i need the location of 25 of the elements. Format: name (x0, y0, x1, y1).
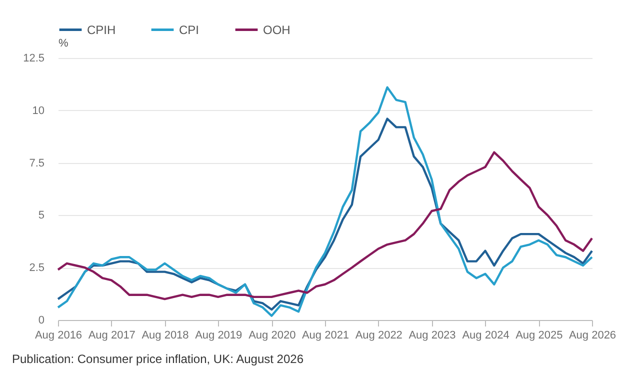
x-tick-label: Aug 2019 (195, 330, 242, 342)
text: Publication: Consumer price inflation, UK: August 2026 (12, 352, 304, 366)
y-tick-label: 7.5 (29, 157, 44, 170)
line-series (56, 151, 594, 300)
x-tick-label: Aug 2017 (88, 330, 136, 342)
legend-label: CPIH (87, 22, 116, 37)
legend-label: CPI (179, 22, 200, 37)
x-tick-label: Aug 2024 (462, 330, 510, 342)
x-tick-label: Aug 2026 (568, 330, 616, 342)
y-tick-label: 5 (38, 210, 44, 222)
x-tick-label: Aug 2016 (34, 330, 82, 342)
x-tick-label: Aug 2021 (302, 330, 350, 342)
line-series (56, 86, 594, 317)
x-tick-label: Aug 2023 (408, 330, 456, 342)
y-tick-label: 12.5 (23, 52, 44, 64)
x-tick-label: Aug 2022 (355, 330, 402, 342)
y-tick-label: 2.5 (29, 262, 44, 274)
y-tick-label: 0 (38, 314, 44, 326)
x-tick-label: Aug 2018 (142, 330, 189, 342)
x-tick-label: Aug 2025 (516, 330, 563, 342)
y-tick-label: 10 (32, 104, 44, 117)
line-series (56, 118, 594, 311)
x-tick-label: Aug 2020 (248, 330, 296, 342)
legend-label: OOH (263, 22, 290, 37)
y-axis-title: % (58, 38, 68, 50)
